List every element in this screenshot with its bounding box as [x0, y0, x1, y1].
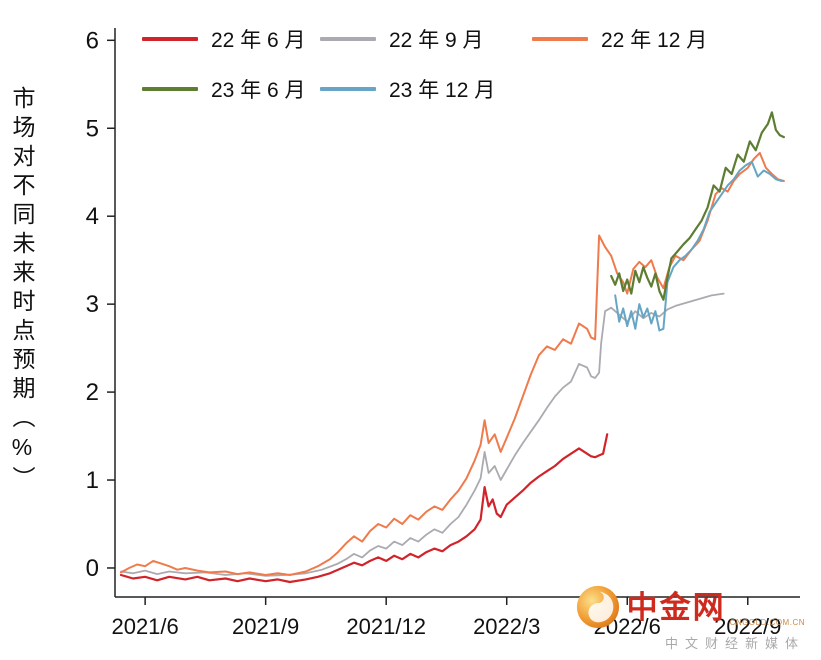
series-line-4 [614, 160, 783, 332]
legend-label: 23 年 6 月 [211, 79, 306, 102]
legend-item-23-06: 23 年 6 月 [142, 74, 320, 104]
legend-label: 22 年 9 月 [389, 29, 484, 52]
legend-label: 22 年 12 月 [601, 29, 708, 52]
legend-swatch-red [142, 37, 198, 41]
cngold-logo-icon [576, 585, 619, 629]
cngold-watermark: 中金网 CNGOLD.COM.CN 中文财经新媒体 [575, 584, 805, 652]
y-tick-label: 2 [86, 379, 99, 406]
legend-swatch-green [142, 87, 198, 91]
legend-swatch-blue [320, 87, 376, 91]
y-tick-label: 3 [86, 291, 99, 318]
y-axis-title: 市场对不同未来时点预期（%） [9, 86, 35, 495]
series-line-0 [119, 433, 609, 584]
series-line-3 [610, 111, 786, 301]
legend-label: 22 年 6 月 [211, 29, 306, 52]
legend-item-22-09: 22 年 9 月 [320, 24, 532, 54]
legend-item-22-06: 22 年 6 月 [142, 24, 320, 54]
y-tick-label: 0 [86, 555, 99, 582]
x-tick-label: 2022/3 [473, 614, 540, 639]
legend-swatch-orange [532, 37, 588, 41]
watermark-tagline: 中文财经新媒体 [664, 636, 805, 651]
legend-label: 23 年 12 月 [389, 79, 496, 102]
x-tick-label: 2021/9 [232, 614, 299, 639]
chart-legend: 22 年 6 月 22 年 9 月 22 年 12 月 23 年 6 月 23 … [142, 24, 707, 104]
y-tick-label: 6 [86, 27, 99, 54]
watermark-brand-name: 中金网 [626, 589, 726, 625]
series-line-2 [120, 151, 785, 576]
x-tick-label: 2022/9 [714, 614, 781, 639]
x-tick-label: 2021/6 [111, 614, 178, 639]
x-tick-label: 2021/12 [346, 614, 426, 639]
y-tick-label: 4 [86, 203, 99, 230]
y-tick-label: 1 [86, 467, 99, 494]
y-tick-label: 5 [86, 115, 99, 142]
legend-swatch-gray [320, 37, 376, 41]
watermark-domain: CNGOLD.COM.CN [729, 618, 805, 627]
legend-item-22-12: 22 年 12 月 [532, 24, 707, 54]
legend-item-23-12: 23 年 12 月 [320, 74, 532, 104]
series-line-1 [120, 292, 725, 577]
